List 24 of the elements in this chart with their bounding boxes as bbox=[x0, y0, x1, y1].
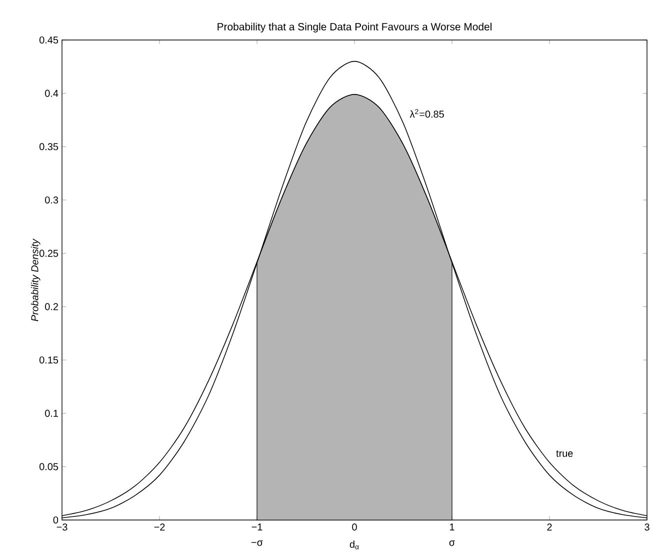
x-tick-label: 3 bbox=[644, 524, 650, 531]
y-tick-label: 0.15 bbox=[39, 356, 58, 364]
y-tick-label: 0.05 bbox=[39, 463, 58, 470]
y-tick-label: 0.35 bbox=[39, 143, 58, 150]
x-tick-label: −2 bbox=[154, 524, 165, 530]
annotation: d$_{α}$ bbox=[350, 540, 359, 550]
y-tick-label: 0.3 bbox=[45, 196, 58, 204]
y-tick-label: 0 bbox=[53, 516, 58, 524]
series-label: λ$^{2}$=0.85 bbox=[410, 109, 444, 118]
chart-title: Probability that a Single Data Point Favours a Worse Model bbox=[218, 22, 492, 32]
y-tick-label: 0.4 bbox=[45, 90, 58, 97]
x-tick-label: 0 bbox=[352, 524, 357, 531]
annotation: −σ bbox=[252, 540, 263, 546]
annotation: σ bbox=[449, 540, 455, 546]
y-tick-label: 0.25 bbox=[39, 250, 58, 257]
x-tick-label: −1 bbox=[252, 524, 262, 530]
y-axis-title: Probability Density bbox=[30, 238, 40, 322]
y-tick-label: 0.2 bbox=[45, 303, 58, 310]
y-tick-label: 0.45 bbox=[39, 36, 58, 44]
series-label: true bbox=[556, 450, 573, 457]
x-tick-label: −3 bbox=[56, 524, 68, 531]
x-tick-label: 1 bbox=[450, 524, 454, 530]
x-tick-label: 2 bbox=[547, 524, 552, 530]
y-tick-label: 0.1 bbox=[45, 410, 58, 417]
